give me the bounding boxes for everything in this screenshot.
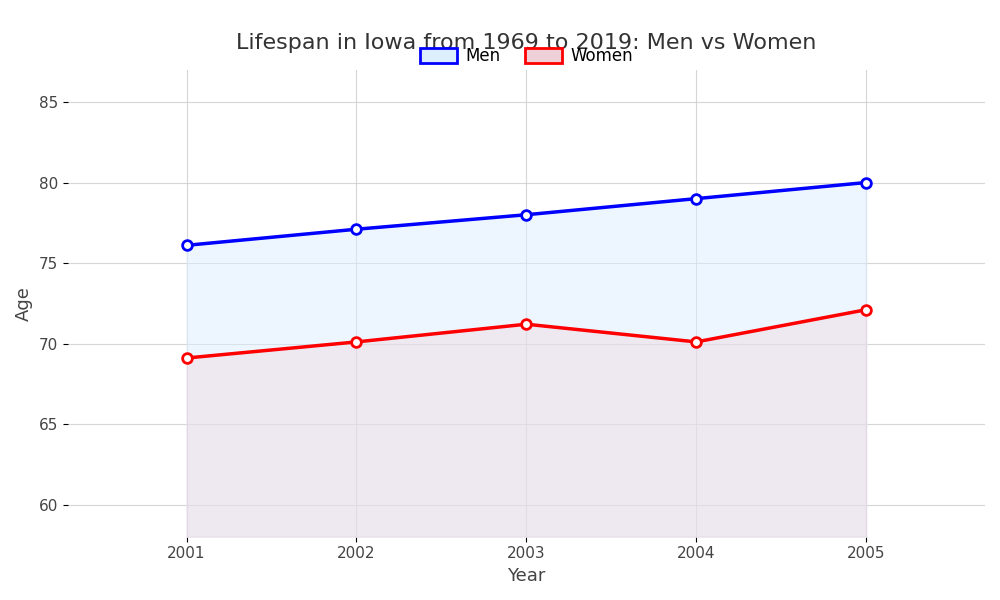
Y-axis label: Age: Age	[15, 286, 33, 321]
Legend: Men, Women: Men, Women	[413, 41, 639, 72]
Title: Lifespan in Iowa from 1969 to 2019: Men vs Women: Lifespan in Iowa from 1969 to 2019: Men …	[236, 33, 817, 53]
X-axis label: Year: Year	[507, 567, 546, 585]
